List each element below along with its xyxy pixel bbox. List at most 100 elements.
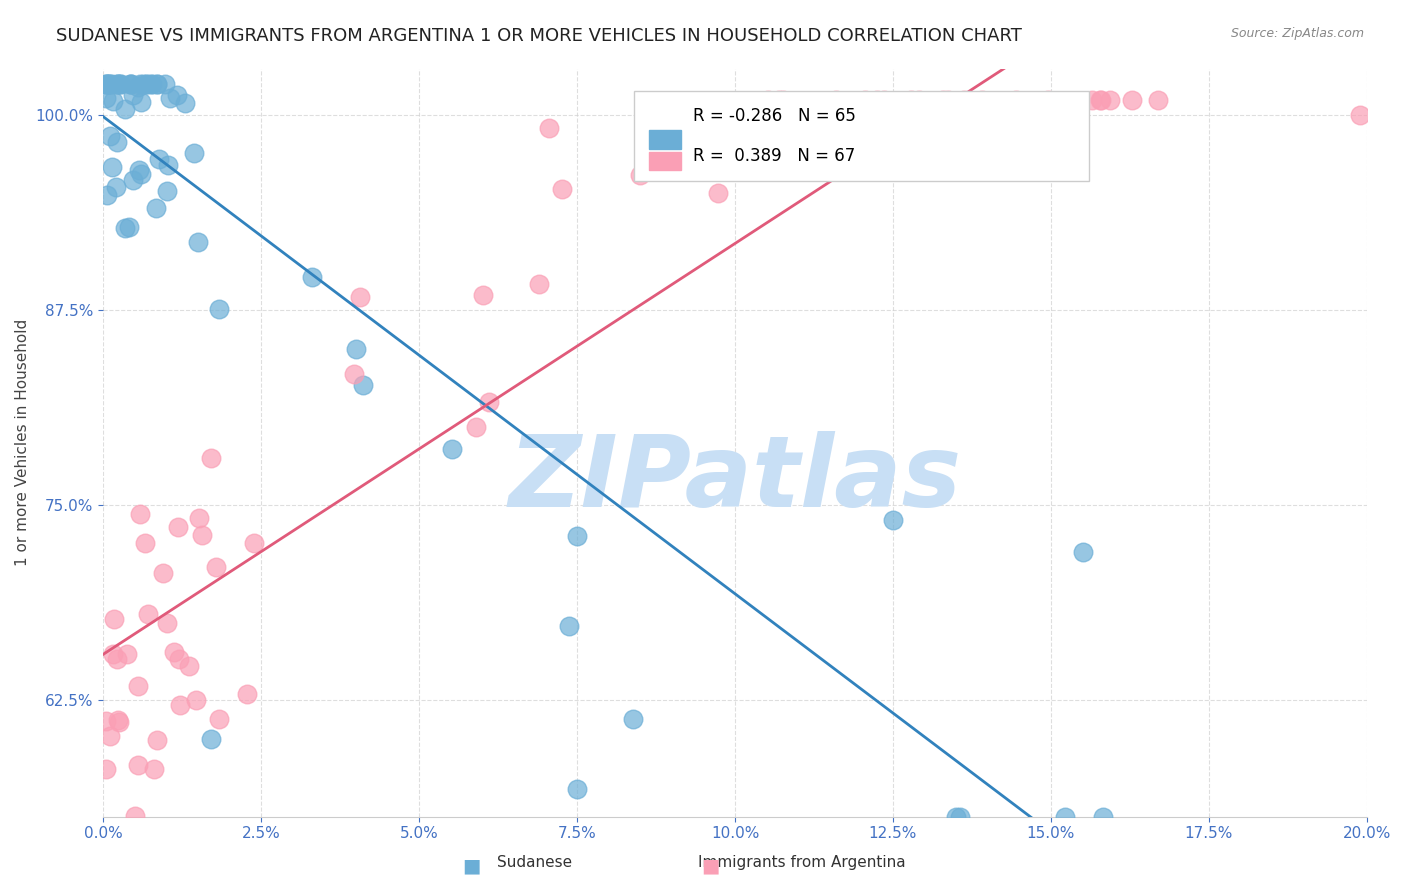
Point: [645, 145, 668, 159]
Point: [100, 160, 122, 174]
Point: [141, 77, 163, 91]
Text: Sudanese: Sudanese: [496, 855, 572, 870]
Text: Source: ZipAtlas.com: Source: ZipAtlas.com: [1230, 27, 1364, 40]
Point: [621, 712, 644, 726]
Point: [853, 93, 876, 107]
Point: [120, 77, 142, 91]
Point: [107, 77, 129, 91]
Point: [120, 77, 142, 91]
Point: [124, 809, 146, 823]
Point: [768, 93, 790, 107]
Bar: [650, 152, 681, 170]
Point: [98, 77, 121, 91]
Point: [131, 167, 153, 181]
Point: [204, 560, 226, 574]
Point: [908, 93, 931, 107]
Point: [465, 420, 488, 434]
Point: [107, 713, 129, 727]
Point: [162, 644, 184, 658]
Point: [733, 112, 755, 127]
Point: [1092, 809, 1115, 823]
Point: [122, 88, 145, 103]
Point: [96, 188, 118, 202]
Point: [108, 77, 131, 91]
Text: SUDANESE VS IMMIGRANTS FROM ARGENTINA 1 OR MORE VEHICLES IN HOUSEHOLD CORRELATIO: SUDANESE VS IMMIGRANTS FROM ARGENTINA 1 …: [56, 27, 1022, 45]
Point: [156, 184, 179, 198]
Point: [159, 91, 181, 105]
Point: [98, 730, 121, 744]
Point: [136, 607, 159, 622]
Point: [1036, 93, 1059, 107]
Point: [1146, 93, 1168, 107]
Point: [882, 514, 904, 528]
Point: [666, 141, 689, 155]
Point: [344, 342, 367, 356]
Text: Immigrants from Argentina: Immigrants from Argentina: [697, 855, 905, 870]
Point: [866, 93, 889, 107]
Point: [108, 715, 131, 730]
Point: [96, 91, 118, 105]
Point: [183, 146, 205, 161]
Point: [953, 93, 976, 107]
Point: [122, 172, 145, 186]
Point: [96, 77, 118, 91]
Point: [101, 94, 124, 108]
Point: [98, 77, 121, 91]
Point: [558, 619, 581, 633]
Point: [105, 77, 128, 91]
Point: [146, 733, 169, 747]
Point: [103, 612, 125, 626]
Point: [200, 450, 222, 465]
Point: [174, 96, 197, 111]
Point: [177, 659, 200, 673]
Point: [128, 77, 150, 91]
Point: [148, 152, 170, 166]
Point: [550, 182, 572, 196]
Point: [96, 762, 118, 776]
Point: [471, 287, 494, 301]
Point: [1053, 809, 1076, 823]
Point: [301, 270, 323, 285]
Point: [127, 80, 149, 95]
Point: [243, 536, 266, 550]
Point: [343, 368, 366, 382]
Point: [945, 809, 967, 823]
FancyBboxPatch shape: [634, 91, 1088, 181]
Point: [105, 651, 128, 665]
Point: [970, 93, 993, 107]
Point: [200, 731, 222, 746]
Point: [167, 652, 190, 666]
Point: [118, 219, 141, 234]
Point: [707, 186, 730, 200]
Point: [756, 93, 779, 107]
Point: [208, 302, 231, 317]
Point: [120, 77, 142, 91]
Point: [207, 712, 229, 726]
Point: [628, 168, 651, 182]
Point: [1121, 93, 1143, 107]
Point: [537, 120, 560, 135]
Point: [1098, 93, 1121, 107]
Point: [96, 77, 118, 91]
Text: ■: ■: [461, 857, 481, 876]
Point: [166, 87, 188, 102]
Point: [188, 511, 211, 525]
Point: [117, 647, 139, 661]
Point: [127, 758, 149, 772]
Point: [129, 508, 152, 522]
Point: [152, 566, 174, 580]
Point: [565, 782, 588, 797]
Point: [114, 103, 136, 117]
Bar: [650, 130, 681, 149]
Point: [1081, 93, 1104, 107]
Text: ZIPatlas: ZIPatlas: [509, 432, 962, 528]
Point: [96, 714, 118, 728]
Point: [110, 77, 132, 91]
Point: [142, 762, 165, 776]
Point: [103, 647, 125, 661]
Point: [114, 220, 136, 235]
Point: [527, 277, 550, 292]
Point: [98, 128, 121, 143]
Y-axis label: 1 or more Vehicles in Household: 1 or more Vehicles in Household: [15, 319, 30, 566]
Point: [100, 77, 122, 91]
